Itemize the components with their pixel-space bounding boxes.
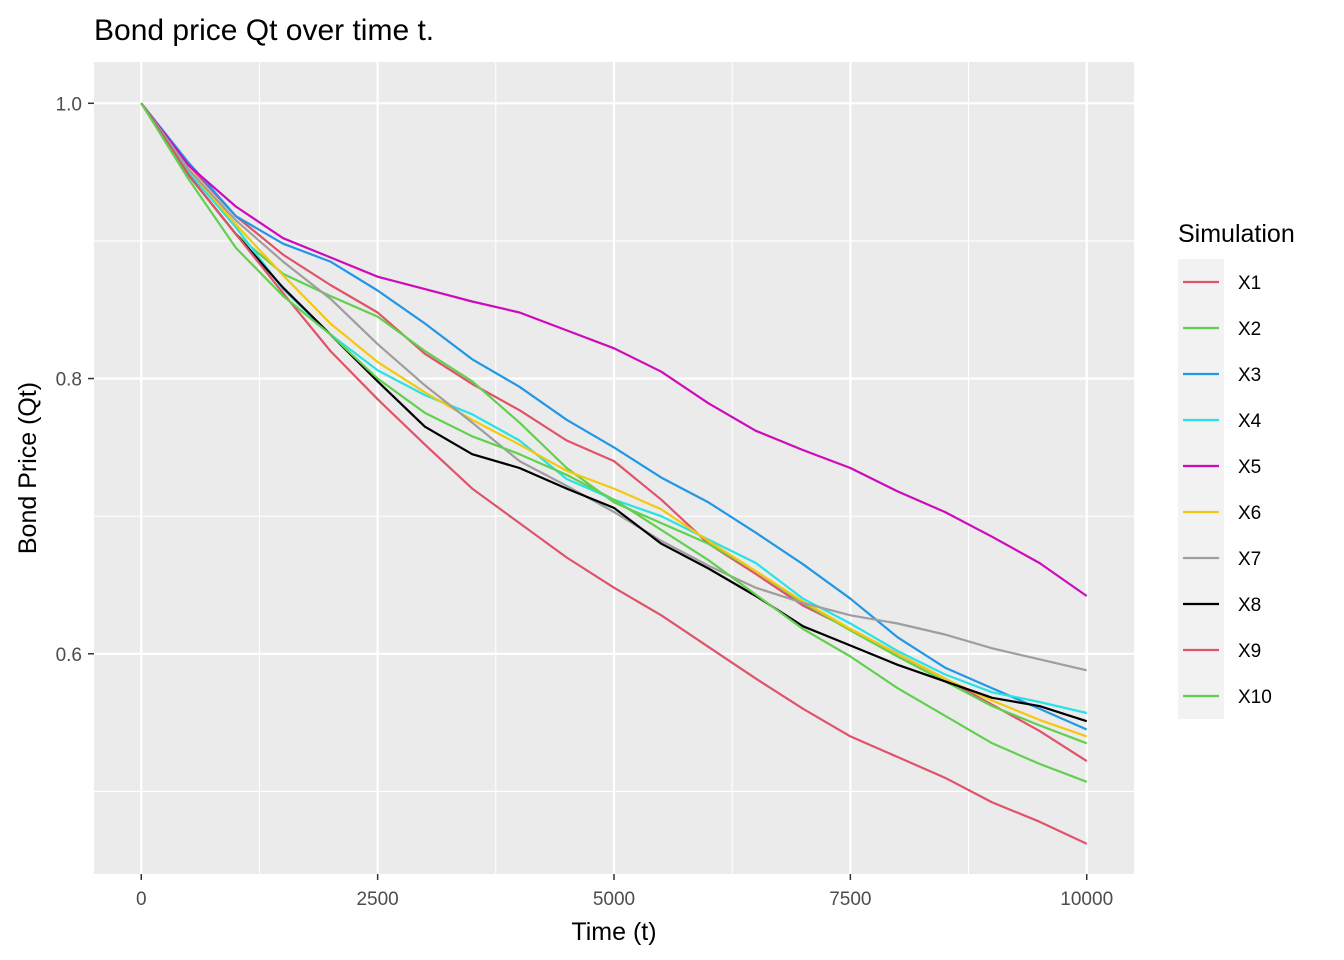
legend-label-x5: X5: [1238, 457, 1261, 478]
x-tick-label: 2500: [356, 889, 398, 910]
series-line-x9: [140, 102, 1088, 845]
series-line-x6: [140, 102, 1088, 738]
legend-label-x7: X7: [1238, 549, 1261, 570]
x-tick-label: 0: [136, 889, 147, 910]
series-lines: [140, 102, 1088, 845]
legend-key-background: [1178, 259, 1224, 719]
x-axis: 0 2500 5000 7500 10000: [136, 874, 1113, 910]
y-tick-label: 0.6: [56, 645, 82, 666]
y-tick-label: 1.0: [56, 94, 82, 115]
legend-title: Simulation: [1178, 220, 1295, 248]
x-axis-title: Time (t): [571, 918, 656, 946]
legend-label-x2: X2: [1238, 319, 1261, 340]
chart-title: Bond price Qt over time t.: [94, 14, 434, 47]
legend-label-x6: X6: [1238, 503, 1261, 524]
legend-label-x4: X4: [1238, 411, 1262, 432]
series-line-x3: [140, 102, 1088, 731]
x-tick-label: 10000: [1060, 889, 1113, 910]
x-tick-label: 5000: [593, 889, 635, 910]
legend-label-x1: X1: [1238, 273, 1261, 294]
y-axis: 0.6 0.8 1.0: [56, 94, 94, 666]
series-line-x2: [140, 102, 1088, 745]
x-tick-label: 7500: [829, 889, 871, 910]
legend-label-x10: X10: [1238, 687, 1272, 708]
series-line-x7: [140, 102, 1087, 672]
series-line-x5: [140, 102, 1088, 597]
series-line-x8: [140, 102, 1088, 723]
legend-label-x9: X9: [1238, 641, 1261, 662]
legend-label-x8: X8: [1238, 595, 1261, 616]
legend: Simulation X1 X2 X3 X4 X5 X6 X7 X8 X9 X10: [1178, 220, 1295, 719]
y-tick-label: 0.8: [56, 370, 82, 391]
series-line-x10: [140, 102, 1088, 783]
y-axis-title: Bond Price (Qt): [14, 382, 42, 554]
legend-label-x3: X3: [1238, 365, 1261, 386]
